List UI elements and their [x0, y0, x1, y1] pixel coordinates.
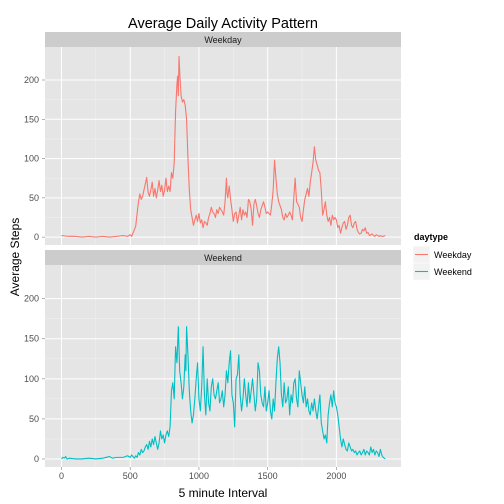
chart-title: Average Daily Activity Pattern: [128, 16, 318, 32]
y-ticks-weekend: 0 50 100 150 200: [24, 294, 45, 464]
y-axis-label: Average Steps: [8, 218, 22, 297]
series-line-weekday: [61, 55, 386, 238]
x-tick-label: 1000: [189, 471, 209, 481]
legend: daytype Weekday Weekend: [412, 232, 472, 281]
y-tick-label: 200: [24, 294, 39, 304]
legend-label-weekday: Weekday: [434, 250, 472, 260]
legend-title: daytype: [414, 232, 448, 242]
x-tick-label: 0: [59, 471, 64, 481]
y-ticks-weekday: 0 50 100 150 200: [24, 75, 45, 242]
y-tick-label: 50: [29, 193, 39, 203]
x-axis-label: 5 minute Interval: [179, 486, 268, 500]
legend-label-weekend: Weekend: [434, 267, 472, 277]
strip-label-weekend: Weekend: [204, 253, 242, 263]
panel-weekday: Weekday 0 50 100 150 200: [24, 32, 401, 245]
strip-weekday: [45, 32, 401, 47]
panel-weekend: Weekend 0 50 100 150 200: [24, 250, 401, 467]
y-tick-label: 200: [24, 75, 39, 85]
x-tick-label: 500: [123, 471, 138, 481]
series-line-weekend: [61, 326, 386, 460]
x-tick-label: 1500: [258, 471, 278, 481]
y-tick-label: 150: [24, 114, 39, 124]
y-tick-label: 0: [34, 454, 39, 464]
strip-label-weekday: Weekday: [204, 35, 242, 45]
x-axis-ticks: 0 500 1000 1500 2000: [59, 467, 346, 481]
plot-area-weekend: [45, 265, 401, 467]
y-tick-label: 100: [24, 374, 39, 384]
grid-weekend: [45, 265, 401, 467]
plot-area-weekday: [45, 47, 401, 245]
y-tick-label: 0: [34, 232, 39, 242]
y-tick-label: 50: [29, 414, 39, 424]
y-tick-label: 150: [24, 334, 39, 344]
x-tick-label: 2000: [326, 471, 346, 481]
y-tick-label: 100: [24, 154, 39, 164]
strip-weekend: [45, 250, 401, 265]
